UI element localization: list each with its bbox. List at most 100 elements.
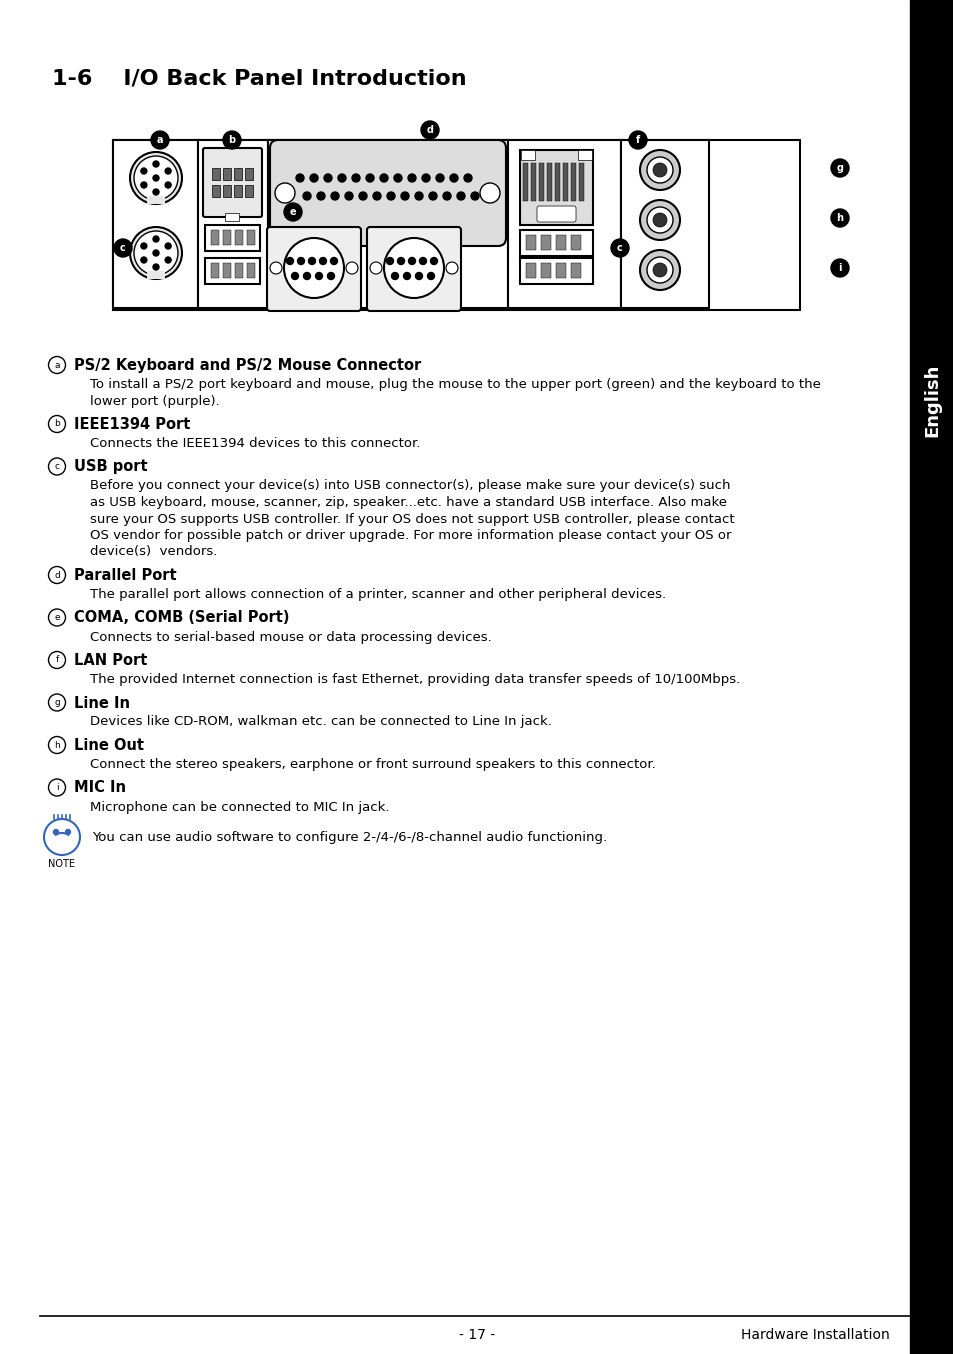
Circle shape xyxy=(479,183,499,203)
Bar xyxy=(268,139,507,307)
Circle shape xyxy=(303,272,310,279)
Text: OS vendor for possible patch or driver upgrade. For more information please cont: OS vendor for possible patch or driver u… xyxy=(90,529,731,542)
Bar xyxy=(212,168,220,180)
Circle shape xyxy=(223,131,241,149)
Circle shape xyxy=(384,238,443,298)
Circle shape xyxy=(408,175,416,181)
Circle shape xyxy=(387,192,395,200)
Bar xyxy=(555,162,559,200)
Text: PS/2 Keyboard and PS/2 Mouse Connector: PS/2 Keyboard and PS/2 Mouse Connector xyxy=(74,357,421,372)
Text: Hardware Installation: Hardware Installation xyxy=(740,1328,889,1342)
Text: Before you connect your device(s) into USB connector(s), please make sure your d: Before you connect your device(s) into U… xyxy=(90,479,730,493)
Text: i: i xyxy=(55,783,58,792)
Bar xyxy=(571,236,580,250)
Text: d: d xyxy=(426,125,433,135)
Text: h: h xyxy=(836,213,842,223)
Circle shape xyxy=(286,257,294,264)
Bar xyxy=(112,139,198,307)
Text: d: d xyxy=(54,570,60,580)
Circle shape xyxy=(652,263,666,278)
Bar xyxy=(233,185,242,196)
Circle shape xyxy=(370,263,381,274)
Text: Parallel Port: Parallel Port xyxy=(74,567,176,584)
Text: MIC In: MIC In xyxy=(74,780,126,796)
Circle shape xyxy=(165,242,171,249)
Bar xyxy=(531,162,536,200)
Circle shape xyxy=(297,257,304,264)
Circle shape xyxy=(331,192,338,200)
Circle shape xyxy=(152,161,159,167)
Text: h: h xyxy=(54,741,60,750)
Bar xyxy=(538,162,543,200)
Circle shape xyxy=(352,175,359,181)
Bar xyxy=(540,236,551,250)
FancyBboxPatch shape xyxy=(537,206,576,222)
Text: b: b xyxy=(228,135,235,145)
Text: as USB keyboard, mouse, scanner, zip, speaker...etc. have a standard USB interfa: as USB keyboard, mouse, scanner, zip, sp… xyxy=(90,496,726,509)
Circle shape xyxy=(49,737,66,753)
Circle shape xyxy=(391,272,398,279)
Bar xyxy=(540,263,551,278)
Circle shape xyxy=(165,168,171,175)
Text: f: f xyxy=(55,655,58,665)
Circle shape xyxy=(165,257,171,263)
Circle shape xyxy=(53,830,58,834)
Circle shape xyxy=(49,609,66,626)
Text: e: e xyxy=(54,613,60,621)
Circle shape xyxy=(330,257,337,264)
Circle shape xyxy=(345,192,353,200)
Circle shape xyxy=(420,121,438,139)
Circle shape xyxy=(130,152,182,204)
Circle shape xyxy=(830,209,848,227)
Circle shape xyxy=(152,236,159,242)
Circle shape xyxy=(400,192,409,200)
Bar xyxy=(247,263,254,278)
FancyBboxPatch shape xyxy=(267,227,360,311)
Circle shape xyxy=(419,257,426,264)
Text: 1-6    I/O Back Panel Introduction: 1-6 I/O Back Panel Introduction xyxy=(52,68,466,88)
Circle shape xyxy=(639,200,679,240)
Circle shape xyxy=(310,175,317,181)
Text: The parallel port allows connection of a printer, scanner and other peripheral d: The parallel port allows connection of a… xyxy=(90,588,665,601)
Circle shape xyxy=(429,192,436,200)
FancyBboxPatch shape xyxy=(270,139,505,246)
Text: English: English xyxy=(923,363,940,437)
Bar xyxy=(223,168,231,180)
Circle shape xyxy=(133,156,178,200)
Circle shape xyxy=(49,651,66,669)
Bar xyxy=(225,213,239,221)
Circle shape xyxy=(830,158,848,177)
Circle shape xyxy=(315,272,322,279)
Bar xyxy=(571,263,580,278)
Text: Devices like CD-ROM, walkman etc. can be connected to Line In jack.: Devices like CD-ROM, walkman etc. can be… xyxy=(90,715,551,728)
FancyBboxPatch shape xyxy=(367,227,460,311)
Text: COMA, COMB (Serial Port): COMA, COMB (Serial Port) xyxy=(74,611,289,626)
Circle shape xyxy=(141,257,147,263)
Circle shape xyxy=(639,250,679,290)
Bar xyxy=(520,150,535,160)
Circle shape xyxy=(303,192,311,200)
Bar xyxy=(211,230,219,245)
Text: You can use audio software to configure 2-/4-/6-/8-channel audio functioning.: You can use audio software to configure … xyxy=(91,831,606,844)
Bar xyxy=(245,185,253,196)
Text: Microphone can be connected to MIC In jack.: Microphone can be connected to MIC In ja… xyxy=(90,800,389,814)
Text: Line Out: Line Out xyxy=(74,738,144,753)
Circle shape xyxy=(113,240,132,257)
Bar xyxy=(223,185,231,196)
Text: Connects to serial-based mouse or data processing devices.: Connects to serial-based mouse or data p… xyxy=(90,631,491,643)
Text: a: a xyxy=(156,135,163,145)
Circle shape xyxy=(403,272,410,279)
FancyBboxPatch shape xyxy=(147,271,165,279)
Circle shape xyxy=(49,356,66,374)
Circle shape xyxy=(471,192,478,200)
Circle shape xyxy=(346,263,357,274)
Text: Connects the IEEE1394 devices to this connector.: Connects the IEEE1394 devices to this co… xyxy=(90,437,420,450)
Circle shape xyxy=(319,257,326,264)
Circle shape xyxy=(366,175,374,181)
Circle shape xyxy=(430,257,437,264)
Bar xyxy=(522,162,527,200)
Circle shape xyxy=(49,695,66,711)
Text: f: f xyxy=(636,135,639,145)
Circle shape xyxy=(49,566,66,584)
Bar xyxy=(211,263,219,278)
